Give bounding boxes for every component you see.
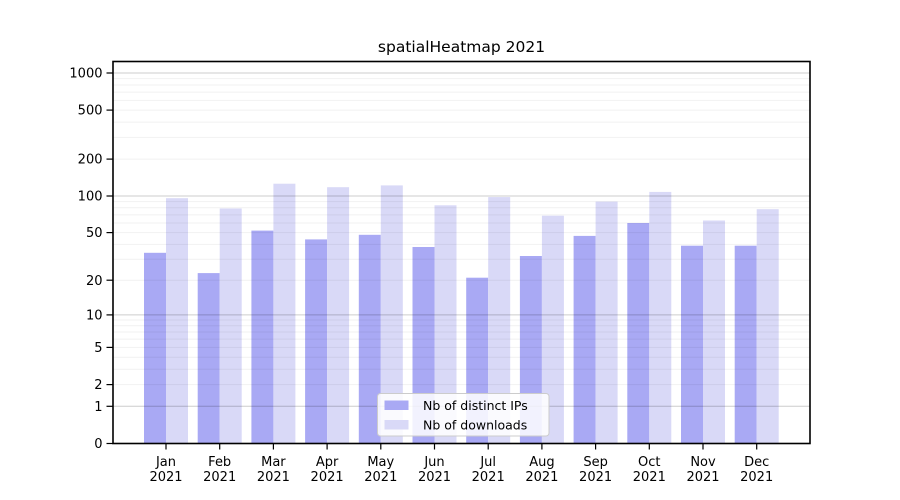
x-tick-month-label-nov: Nov xyxy=(690,455,716,470)
plot-border xyxy=(112,60,811,445)
x-tick-month-label-aug: Aug xyxy=(529,455,554,470)
legend-box xyxy=(377,393,550,437)
bar-sep-distinct-ips xyxy=(573,235,596,444)
bar-nov-downloads xyxy=(703,220,725,444)
x-tick-year-label-jan: 2021 xyxy=(149,470,182,485)
bar-jul-downloads xyxy=(488,197,511,444)
bar-apr-downloads xyxy=(327,187,350,444)
legend-label-downloads: Nb of downloads xyxy=(423,418,527,433)
x-tick-year-label-jul: 2021 xyxy=(472,470,505,485)
x-tick-month-label-jan: Jan xyxy=(155,455,176,470)
bar-jan-distinct-ips xyxy=(144,252,166,444)
bar-dec-distinct-ips xyxy=(734,245,757,444)
x-tick-year-label-nov: 2021 xyxy=(686,470,719,485)
x-tick-month-label-jul: Jul xyxy=(479,455,496,470)
gridlines-group xyxy=(113,72,810,407)
y-tick-label-2: 2 xyxy=(94,378,102,393)
y-tick-label-10: 10 xyxy=(86,309,103,324)
bar-may-downloads xyxy=(380,185,403,444)
x-tick-month-label-feb: Feb xyxy=(208,455,231,470)
bar-may-distinct-ips xyxy=(358,234,381,444)
bar-jun-downloads xyxy=(434,205,457,444)
y-tick-label-100: 100 xyxy=(78,190,103,205)
x-tick-year-label-dec: 2021 xyxy=(740,470,773,485)
bar-feb-downloads xyxy=(219,208,242,444)
legend-swatch-distinct-ips xyxy=(384,400,409,410)
axes-group: 10005002001005020105210Jan2021Feb2021Mar… xyxy=(69,67,773,485)
y-tick-label-1000: 1000 xyxy=(69,67,102,82)
bar-apr-distinct-ips xyxy=(305,239,328,444)
x-tick-month-label-may: May xyxy=(367,455,394,470)
bar-oct-distinct-ips xyxy=(627,223,650,444)
x-tick-year-label-jun: 2021 xyxy=(418,470,451,485)
x-tick-year-label-may: 2021 xyxy=(364,470,397,485)
bar-aug-downloads xyxy=(541,215,564,444)
x-tick-month-label-oct: Oct xyxy=(638,455,660,470)
bar-feb-distinct-ips xyxy=(197,273,220,444)
legend-swatch-downloads xyxy=(384,420,409,430)
y-tick-label-5: 5 xyxy=(94,341,102,356)
y-tick-label-1: 1 xyxy=(94,400,102,415)
x-tick-year-label-feb: 2021 xyxy=(203,470,236,485)
bar-dec-downloads xyxy=(756,209,779,444)
legend-label-distinct-ips: Nb of distinct IPs xyxy=(423,398,528,413)
bar-sep-downloads xyxy=(595,201,618,444)
x-tick-month-label-mar: Mar xyxy=(261,455,286,470)
bar-mar-distinct-ips xyxy=(251,230,274,444)
y-tick-label-200: 200 xyxy=(78,153,103,168)
bar-jan-downloads xyxy=(166,198,188,444)
x-tick-month-label-sep: Sep xyxy=(583,455,608,470)
x-tick-year-label-mar: 2021 xyxy=(257,470,290,485)
y-tick-label-500: 500 xyxy=(78,104,103,119)
x-tick-year-label-apr: 2021 xyxy=(311,470,344,485)
y-tick-label-0: 0 xyxy=(94,437,102,452)
y-tick-label-50: 50 xyxy=(86,226,103,241)
legend: Nb of distinct IPs Nb of downloads xyxy=(377,393,550,437)
x-tick-year-label-sep: 2021 xyxy=(579,470,612,485)
x-tick-year-label-aug: 2021 xyxy=(525,470,558,485)
x-tick-month-label-dec: Dec xyxy=(744,455,769,470)
bar-oct-downloads xyxy=(649,191,672,444)
y-tick-label-20: 20 xyxy=(86,274,103,289)
bar-mar-downloads xyxy=(273,183,296,444)
bar-nov-distinct-ips xyxy=(681,245,703,444)
chart-title: spatialHeatmap 2021 xyxy=(378,38,545,56)
x-tick-month-label-jun: Jun xyxy=(423,455,444,470)
x-tick-year-label-oct: 2021 xyxy=(633,470,666,485)
x-tick-month-label-apr: Apr xyxy=(316,455,339,470)
